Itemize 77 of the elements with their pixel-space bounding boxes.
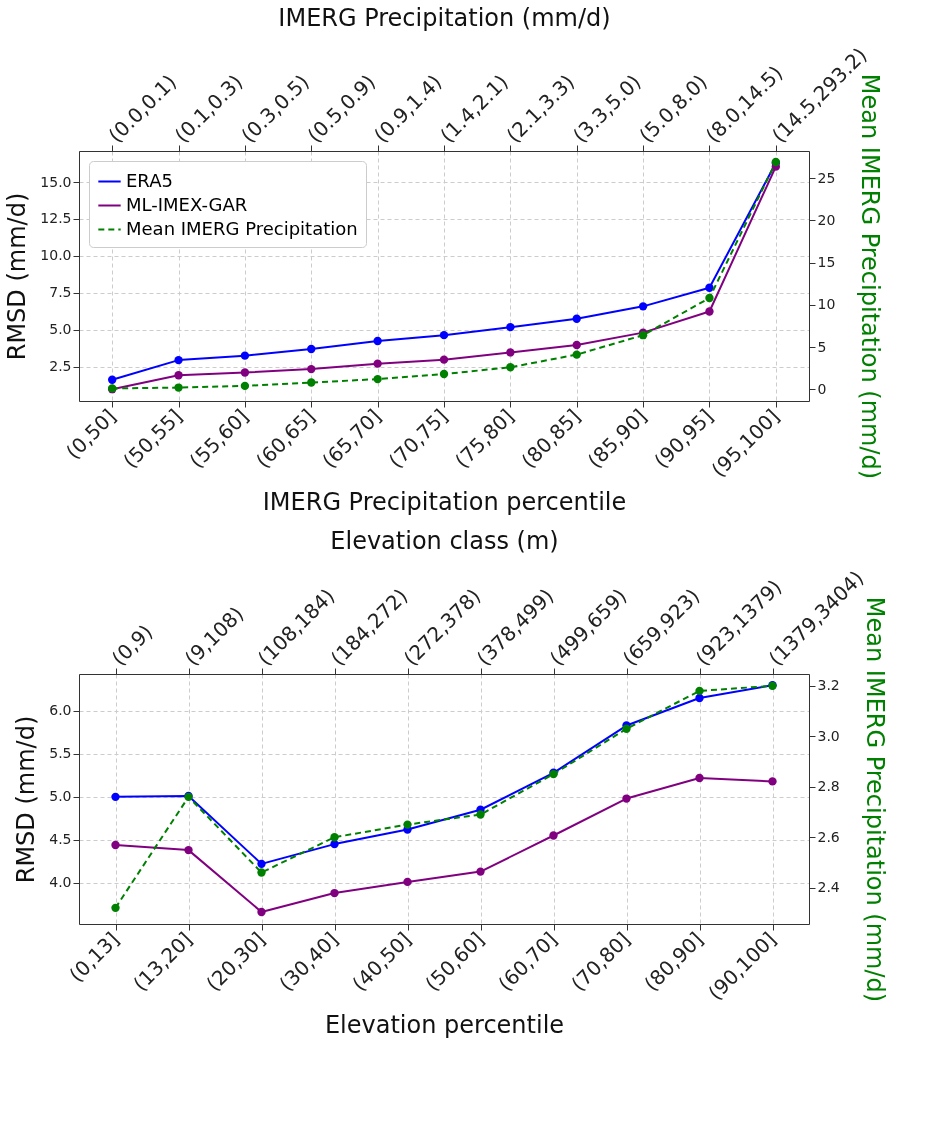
y2-tick-label: 25 xyxy=(817,169,836,186)
legend-label: ML-IMEX-GAR xyxy=(126,193,248,215)
point xyxy=(476,810,485,819)
y-tick-label: 4.5 xyxy=(49,831,72,848)
point xyxy=(240,351,250,360)
y-tick-label: 5.0 xyxy=(49,321,72,338)
x2-axis-title: IMERG Precipitation (mm/d) xyxy=(278,3,611,32)
point xyxy=(174,383,183,392)
y-tick-label: 5.0 xyxy=(49,788,72,805)
legend-label: ERA5 xyxy=(126,169,173,191)
y-axis-title: RMSD (mm/d) xyxy=(12,715,41,884)
point xyxy=(108,375,117,384)
y-tick-label: 6.0 xyxy=(49,702,72,719)
point xyxy=(403,877,412,887)
point xyxy=(174,355,183,365)
point xyxy=(638,302,648,311)
point xyxy=(695,693,704,703)
y2-tick-label: 20 xyxy=(817,211,836,228)
y-tick-label: 7.5 xyxy=(49,284,72,301)
point xyxy=(506,363,515,372)
point xyxy=(439,369,449,379)
y-axis-title: RMSD (mm/d) xyxy=(3,192,32,361)
y2-tick-label: 3.0 xyxy=(817,727,840,744)
y2-tick-label: 2.6 xyxy=(817,828,840,845)
y2-tick-label: 5 xyxy=(817,338,827,355)
y-tick-label: 12.5 xyxy=(40,210,72,227)
point xyxy=(439,355,449,364)
point xyxy=(705,283,714,292)
point xyxy=(257,859,266,869)
point xyxy=(572,314,581,323)
y-tick-label: 2.5 xyxy=(49,358,72,375)
point xyxy=(695,773,704,783)
y2-tick-label: 2.8 xyxy=(817,778,840,795)
point xyxy=(622,794,631,803)
y-tick-label: 5.5 xyxy=(49,745,72,762)
point xyxy=(111,792,120,802)
point xyxy=(439,330,449,340)
point xyxy=(549,831,558,840)
x2-axis-title: Elevation class (m) xyxy=(330,526,559,555)
point xyxy=(307,364,316,374)
y-tick-label: 15.0 xyxy=(40,173,72,190)
y2-tick-label: 2.4 xyxy=(817,879,840,896)
point xyxy=(240,368,250,377)
point xyxy=(506,348,515,357)
point xyxy=(111,840,120,850)
point xyxy=(403,820,412,829)
point xyxy=(111,903,120,913)
point xyxy=(476,867,485,876)
y2-tick-label: 15 xyxy=(817,254,836,271)
point xyxy=(695,686,704,696)
point xyxy=(705,293,714,303)
legend-label: Mean IMERG Precipitation xyxy=(126,217,358,239)
point xyxy=(257,868,266,877)
point xyxy=(330,833,339,842)
y-tick-label: 4.0 xyxy=(49,874,72,891)
point xyxy=(307,378,316,387)
y-tick-label: 10.0 xyxy=(40,247,72,264)
point xyxy=(174,371,183,380)
point xyxy=(373,359,382,368)
y2-tick-label: 10 xyxy=(817,296,836,313)
x-axis-title: IMERG Precipitation percentile xyxy=(262,488,627,517)
point xyxy=(572,350,581,359)
point xyxy=(506,322,515,332)
point xyxy=(373,336,382,346)
point xyxy=(184,845,193,855)
point xyxy=(257,907,266,917)
x-axis-title: Elevation percentile xyxy=(324,1011,565,1040)
y2-tick-label: 0 xyxy=(817,380,827,397)
y2-tick-label: 3.2 xyxy=(817,677,840,694)
point xyxy=(768,777,777,786)
point xyxy=(240,381,250,391)
y2-axis-title: Mean IMERG Precipitation (mm/d) xyxy=(860,596,889,1003)
point xyxy=(307,344,316,354)
point xyxy=(330,888,339,898)
point xyxy=(373,374,382,384)
point xyxy=(705,307,714,316)
point xyxy=(572,340,581,350)
